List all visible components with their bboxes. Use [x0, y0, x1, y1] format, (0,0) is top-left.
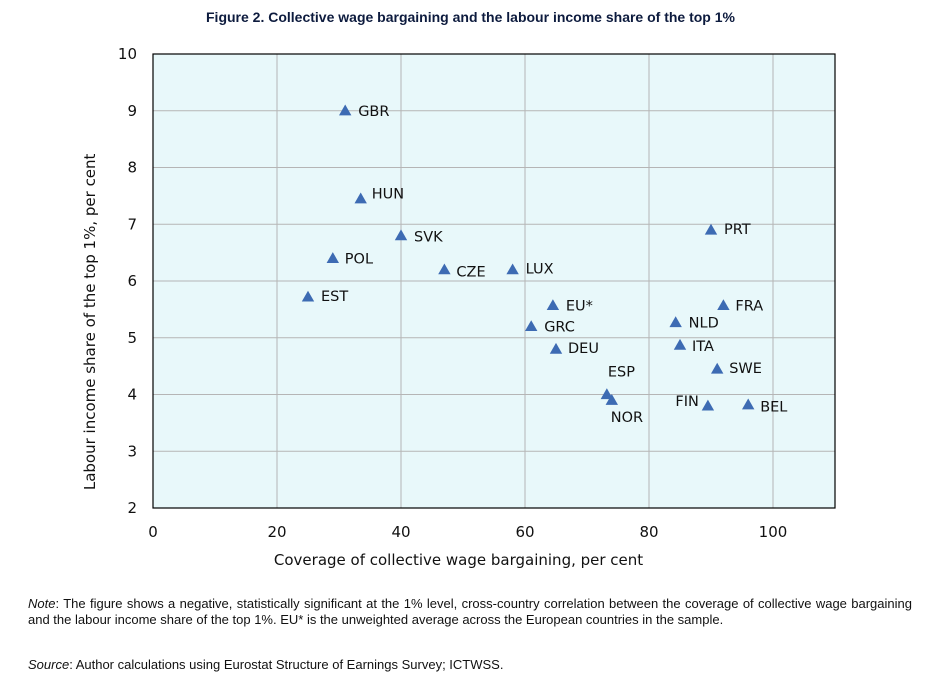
gridlines: [153, 54, 835, 508]
point-marker-grc: [525, 320, 538, 332]
point-label-eu-star: EU*: [566, 298, 593, 314]
point-label-hun: HUN: [372, 187, 404, 203]
point-label-nor: NOR: [611, 410, 643, 426]
point-label-nld: NLD: [689, 315, 719, 331]
y-tick-label: 2: [127, 499, 137, 517]
point-marker-esp: [600, 388, 614, 400]
y-tick-label: 8: [127, 159, 137, 177]
point-marker-est: [301, 290, 315, 302]
y-axis-ticks: 2 3 4 5 6 7 8 9 10: [118, 45, 137, 517]
x-tick-label: 80: [639, 523, 658, 541]
x-axis-ticks: 0 20 40 60 80 100: [148, 523, 787, 541]
point-marker-pol: [326, 252, 339, 263]
point-marker-fra: [717, 299, 730, 311]
y-axis-label: Labour income share of the top 1%, per c…: [81, 153, 99, 490]
note-text: : The figure shows a negative, statistic…: [28, 596, 912, 627]
x-tick-label: 20: [267, 523, 286, 541]
point-label-lux: LUX: [526, 262, 554, 278]
point-label-deu: DEU: [568, 341, 599, 357]
point-label-prt: PRT: [724, 222, 751, 238]
scatter-chart: 2 3 4 5 6 7 8 9 10 0 20 40 60 80 100 Coverage of coll…: [81, 45, 836, 569]
y-tick-label: 3: [127, 442, 137, 460]
point-label-ita: ITA: [692, 339, 714, 355]
data-points: GBR HUN SVK POL CZE LUX EST EU* GRC DEU ESP NOR PRT F…: [301, 104, 787, 426]
point-label-svk: SVK: [414, 230, 443, 246]
point-marker-fin: [701, 399, 715, 411]
point-marker-gbr: [339, 104, 352, 116]
plot-frame: [152, 53, 836, 509]
point-marker-deu: [549, 342, 563, 354]
y-tick-label: 7: [127, 215, 137, 233]
figure-source: Source: Author calculations using Eurost…: [28, 657, 912, 673]
point-label-fin: FIN: [675, 394, 698, 410]
x-tick-label: 0: [148, 523, 158, 541]
x-tick-label: 100: [759, 523, 788, 541]
point-marker-hun: [354, 192, 367, 204]
y-tick-label: 5: [127, 329, 137, 347]
point-marker-prt: [704, 223, 718, 235]
y-tick-label: 6: [127, 272, 137, 290]
point-marker-swe: [711, 362, 724, 374]
point-label-fra: FRA: [735, 298, 763, 314]
point-label-est: EST: [321, 289, 348, 305]
point-marker-nld: [669, 316, 682, 328]
point-label-bel: BEL: [760, 400, 787, 416]
point-marker-ita: [673, 338, 687, 350]
point-label-swe: SWE: [729, 361, 762, 377]
point-marker-nor: [605, 393, 618, 405]
point-marker-svk: [394, 229, 408, 241]
source-label: Source: [28, 657, 70, 672]
y-tick-label: 4: [127, 386, 137, 404]
figure-title: Figure 2. Collective wage bargaining and…: [206, 9, 735, 25]
source-text: : Author calculations using Eurostat Str…: [69, 657, 504, 672]
x-tick-label: 40: [391, 523, 410, 541]
point-label-cze: CZE: [456, 265, 485, 281]
point-marker-eu-star: [546, 299, 560, 311]
point-label-pol: POL: [345, 251, 373, 267]
point-label-grc: GRC: [544, 319, 575, 335]
y-tick-label: 10: [118, 45, 137, 63]
point-label-esp: ESP: [608, 365, 635, 381]
y-tick-label: 9: [127, 102, 137, 120]
figure-note: Note: The figure shows a negative, stati…: [28, 596, 912, 628]
note-label: Note: [28, 596, 56, 611]
point-marker-cze: [438, 263, 451, 275]
point-marker-bel: [742, 398, 755, 410]
point-label-gbr: GBR: [358, 104, 389, 120]
point-marker-lux: [506, 263, 519, 275]
x-axis-label: Coverage of collective wage bargaining, …: [274, 551, 643, 569]
x-tick-label: 60: [515, 523, 534, 541]
